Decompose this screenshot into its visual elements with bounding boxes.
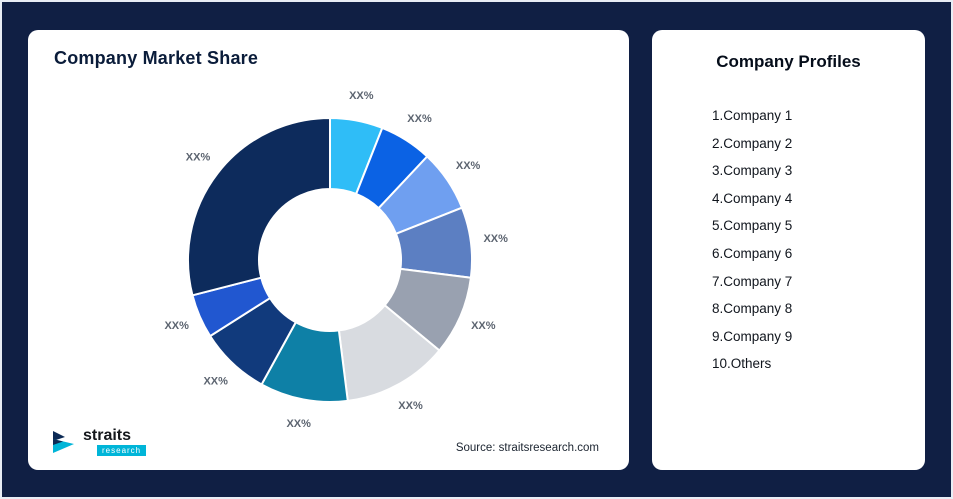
profile-item: 7.Company 7 [712,273,793,289]
slice-label: XX% [186,152,211,164]
profile-item: 10.Others [712,356,772,372]
logo-name: straits [83,427,132,444]
slice-label: XX% [471,320,496,332]
slice-label: XX% [203,376,228,388]
profile-item: 9.Company 9 [712,328,793,344]
slice-label: XX% [483,233,508,245]
slice-label: XX% [398,400,423,412]
logo-text: straits research [83,427,147,456]
profile-item: 3.Company 3 [712,163,793,179]
straits-research-logo: straits research [50,427,147,456]
slice-label: XX% [456,160,481,172]
profile-item: 2.Company 2 [712,135,793,151]
profiles-title: Company Profiles [716,52,861,71]
profile-item: 6.Company 6 [712,245,793,261]
company-profiles-card: Company Profiles 1.Company 1 2.Company 2 3… [652,30,925,470]
slice-label: XX% [407,113,432,125]
market-share-card: Company Market Share XX% XX% XX% XX% XX% XX% X… [28,30,629,470]
slice-label: XX% [164,320,189,332]
profile-item: 1.Company 1 [712,108,793,123]
profile-item: 5.Company 5 [712,218,793,234]
slice-label: XX% [349,90,374,102]
donut-chart: XX% XX% XX% XX% XX% XX% XX% XX% XX% XX% [164,90,508,430]
source-attribution: Source: straitsresearch.com [455,442,599,454]
logo-sub: research [97,445,147,456]
slice-label: XX% [286,418,311,430]
straits-logo-icon [53,431,74,453]
profiles-list: 1.Company 1 2.Company 2 3.Company 3 4.Compa… [712,102,911,378]
donut-segment-others [187,116,331,297]
chart-title: Company Market Share [54,48,259,68]
profile-item: 8.Company 8 [712,301,793,317]
profile-item: 4.Company 4 [712,190,793,206]
